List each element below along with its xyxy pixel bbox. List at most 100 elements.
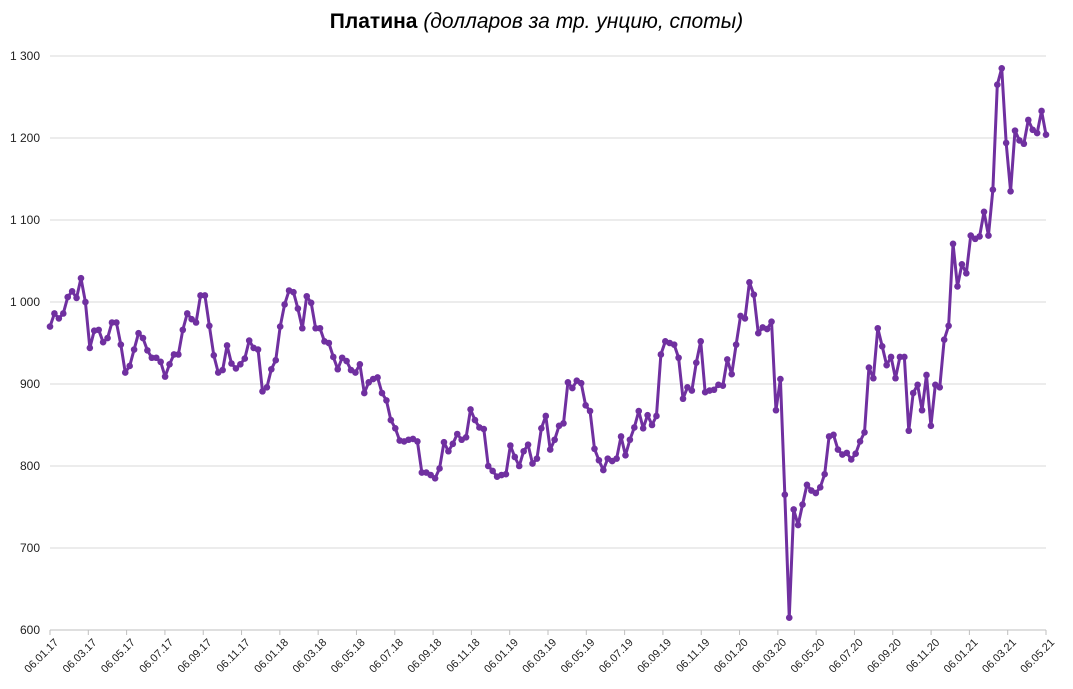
- x-tick-label: 06.05.21: [1018, 637, 1057, 676]
- data-point: [130, 346, 138, 353]
- data-point: [374, 374, 381, 381]
- data-point: [245, 337, 253, 344]
- x-tick-label: 06.09.20: [865, 637, 904, 676]
- data-point: [325, 339, 333, 347]
- data-point: [936, 383, 944, 391]
- data-point: [219, 366, 226, 374]
- data-point: [653, 412, 660, 420]
- data-point: [697, 338, 705, 345]
- data-point: [237, 361, 244, 368]
- data-point: [1024, 116, 1032, 124]
- data-point: [152, 354, 160, 362]
- data-point: [307, 299, 315, 307]
- x-tick-label: 06.07.18: [367, 637, 406, 676]
- data-point: [77, 274, 85, 282]
- data-point: [51, 310, 58, 317]
- data-point: [1033, 129, 1041, 137]
- data-point: [64, 293, 72, 301]
- data-point: [139, 334, 147, 342]
- data-point: [657, 351, 665, 358]
- x-tick-label: 06.03.21: [980, 637, 1019, 676]
- data-point: [635, 407, 643, 415]
- x-tick-label: 06.05.20: [789, 637, 828, 676]
- x-tick-label: 06.07.20: [827, 637, 866, 676]
- data-point: [772, 406, 780, 414]
- series-line: [48, 66, 1048, 620]
- data-point: [878, 342, 886, 350]
- data-point: [914, 381, 921, 389]
- data-point: [383, 397, 390, 404]
- data-point: [117, 341, 125, 348]
- chart-title-main: Платина: [329, 10, 418, 33]
- data-point: [356, 361, 364, 368]
- y-tick-label: 800: [20, 459, 40, 473]
- x-tick-label: 06.03.20: [750, 637, 789, 676]
- data-point: [675, 354, 682, 362]
- data-point: [489, 467, 496, 475]
- data-point: [905, 427, 913, 435]
- data-point: [781, 491, 789, 499]
- data-point: [591, 445, 598, 453]
- x-tick-label: 06.09.18: [406, 637, 445, 676]
- data-point: [232, 365, 240, 372]
- data-point: [551, 436, 558, 444]
- x-axis: 06.01.17 06.03.17 06.05.17 06.07.17 06.09.17…: [22, 630, 1057, 675]
- data-point: [874, 324, 882, 332]
- series-platinum: [46, 65, 1050, 621]
- data-point: [927, 422, 935, 430]
- data-point: [391, 424, 399, 432]
- data-point: [892, 374, 899, 382]
- data-point: [861, 429, 868, 436]
- data-point: [985, 232, 992, 239]
- data-point: [201, 292, 209, 299]
- data-point: [294, 305, 302, 312]
- data-point: [303, 292, 311, 300]
- data-point: [622, 452, 629, 459]
- data-point: [821, 470, 828, 478]
- data-point: [281, 301, 288, 308]
- data-point: [228, 360, 235, 367]
- data-point: [462, 434, 470, 441]
- data-point: [909, 389, 917, 397]
- data-point: [994, 81, 1001, 88]
- data-point: [135, 329, 142, 337]
- data-point: [723, 356, 731, 363]
- data-point: [644, 411, 651, 419]
- data-point: [989, 186, 997, 193]
- data-point: [1011, 127, 1019, 134]
- data-point: [502, 470, 510, 478]
- x-tick-label: 06.09.19: [635, 637, 674, 676]
- data-point: [958, 260, 966, 268]
- data-point: [586, 407, 594, 415]
- data-point: [856, 438, 864, 445]
- data-point: [830, 431, 837, 439]
- data-point: [595, 456, 603, 464]
- data-point: [746, 279, 753, 286]
- data-point: [440, 438, 448, 446]
- x-tick-label: 06.05.19: [559, 637, 598, 676]
- x-tick-label: 06.01.17: [22, 637, 61, 676]
- data-point: [564, 379, 572, 386]
- x-tick-label: 06.03.17: [61, 637, 100, 676]
- data-point: [254, 346, 262, 353]
- data-point: [799, 501, 806, 508]
- data-point: [299, 324, 306, 332]
- x-tick-label: 06.03.19: [520, 637, 559, 676]
- data-point: [569, 384, 576, 392]
- data-point: [95, 326, 102, 334]
- data-point: [940, 336, 948, 344]
- data-point: [445, 447, 452, 455]
- data-point: [507, 442, 514, 449]
- data-point: [272, 356, 280, 364]
- chart-subtitle: (долларов за тр. унцию, споты): [423, 10, 744, 33]
- x-tick-label: 06.03.18: [291, 637, 330, 676]
- data-point: [546, 446, 554, 453]
- data-point: [276, 323, 284, 330]
- data-point: [542, 412, 550, 420]
- x-tick-label: 06.01.21: [942, 637, 981, 676]
- data-point: [414, 438, 421, 445]
- data-point: [113, 319, 120, 326]
- data-point: [954, 283, 961, 290]
- data-point: [617, 433, 625, 440]
- data-point: [343, 357, 350, 365]
